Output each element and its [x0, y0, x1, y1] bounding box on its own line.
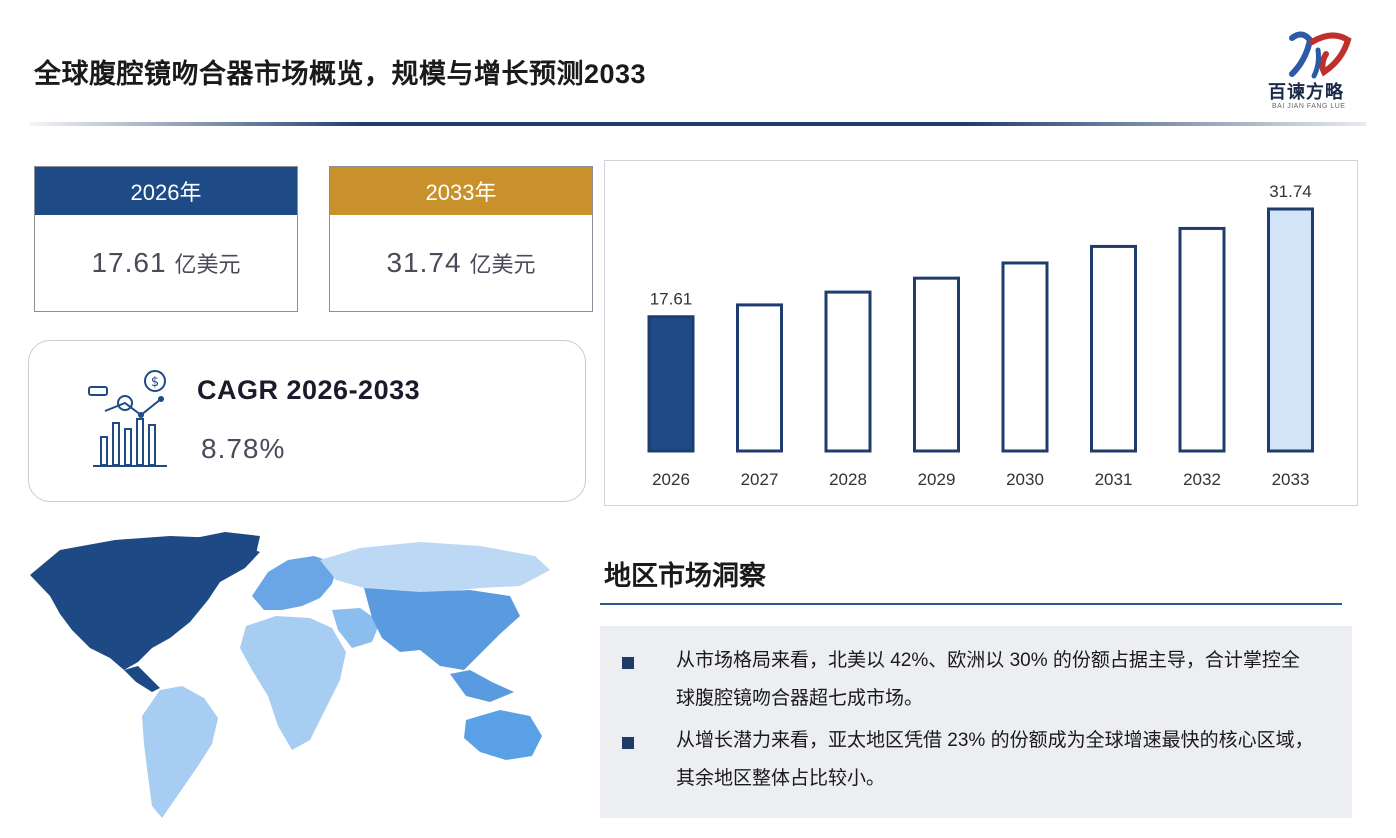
- title-divider: [30, 122, 1366, 126]
- x-tick-label: 2032: [1183, 470, 1221, 489]
- bullet-marker: [622, 737, 634, 749]
- x-tick-label: 2026: [652, 470, 690, 489]
- brand-logo-subtext: BAI JIAN FANG LUE: [1272, 103, 1346, 110]
- x-tick-label: 2033: [1272, 470, 1310, 489]
- cagr-value: 8.78%: [201, 433, 286, 464]
- x-tick-label: 2028: [829, 470, 867, 489]
- x-tick-label: 2029: [918, 470, 956, 489]
- brand-logo-text: 百谏方略: [1268, 82, 1344, 102]
- bar-2030: [1001, 261, 1049, 453]
- region-insight-title: 地区市场洞察: [604, 561, 766, 591]
- stat-card-2033: 2033年 31.74 亿美元: [329, 166, 593, 312]
- cagr-card: $ CAGR 2026-2033 8.78%: [28, 340, 586, 502]
- x-tick-label: 2030: [1006, 470, 1044, 489]
- europe-region: [252, 556, 338, 610]
- stat-card-unit: 亿美元: [174, 252, 241, 277]
- bar-2026: [647, 315, 695, 453]
- bar-2033: [1267, 207, 1314, 453]
- stat-card-value: 17.61: [91, 247, 167, 278]
- stat-card-year: 2026年: [35, 167, 297, 215]
- middle-east-region: [332, 608, 380, 648]
- bullet-marker: [622, 657, 634, 669]
- russia-region: [320, 542, 550, 592]
- data-label: 31.74: [1269, 182, 1312, 201]
- north-america-region: [30, 536, 260, 670]
- svg-text:$: $: [151, 375, 159, 390]
- stat-card-value: 31.74: [386, 247, 462, 278]
- oceania-region: [464, 710, 542, 760]
- asia-region: [364, 588, 520, 670]
- bar-2028: [824, 290, 872, 453]
- world-map: [30, 532, 550, 818]
- africa-region: [240, 616, 346, 750]
- bar-2032: [1178, 226, 1226, 453]
- x-tick-label: 2031: [1095, 470, 1133, 489]
- brand-logo-icon: [1289, 31, 1352, 79]
- x-tick-label: 2027: [741, 470, 779, 489]
- bar-2031: [1090, 244, 1137, 453]
- region-bullet-text: 从增长潜力来看，亚太地区凭借 23% 的份额成为全球增速最快的核心区域，其余地区…: [676, 730, 1314, 789]
- page-title: 全球腹腔镜吻合器市场概览，规模与增长预测2033: [34, 59, 647, 89]
- central-america-region: [124, 666, 160, 692]
- bar-2029: [913, 276, 960, 453]
- stat-card-year: 2033年: [330, 167, 592, 215]
- data-label: 17.61: [650, 290, 693, 309]
- stat-card-unit: 亿美元: [469, 252, 536, 277]
- market-size-bar-chart: 2026 17.61 2027 2028 2029 2030 2031 2032 2033 31.…: [604, 160, 1358, 506]
- growth-chart-icon: $: [88, 370, 167, 467]
- south-america-region: [142, 686, 218, 818]
- region-bullet-text: 从市场格局来看，北美以 42%、欧洲以 30% 的份额占据主导，合计掌控全球腹腔…: [676, 650, 1300, 709]
- bar-chart-canvas: 2026 17.61 2027 2028 2029 2030 2031 2032 2033 31.…: [647, 182, 1314, 489]
- stat-card-2026: 2026年 17.61 亿美元: [34, 166, 298, 312]
- bar-2027: [736, 303, 783, 453]
- greenland-region: [195, 532, 260, 570]
- region-insight-panel: 从市场格局来看，北美以 42%、欧洲以 30% 的份额占据主导，合计掌控全球腹腔…: [600, 626, 1352, 818]
- southeast-asia-region: [450, 670, 514, 702]
- region-divider: [600, 603, 1342, 605]
- cagr-label: CAGR 2026-2033: [197, 375, 421, 405]
